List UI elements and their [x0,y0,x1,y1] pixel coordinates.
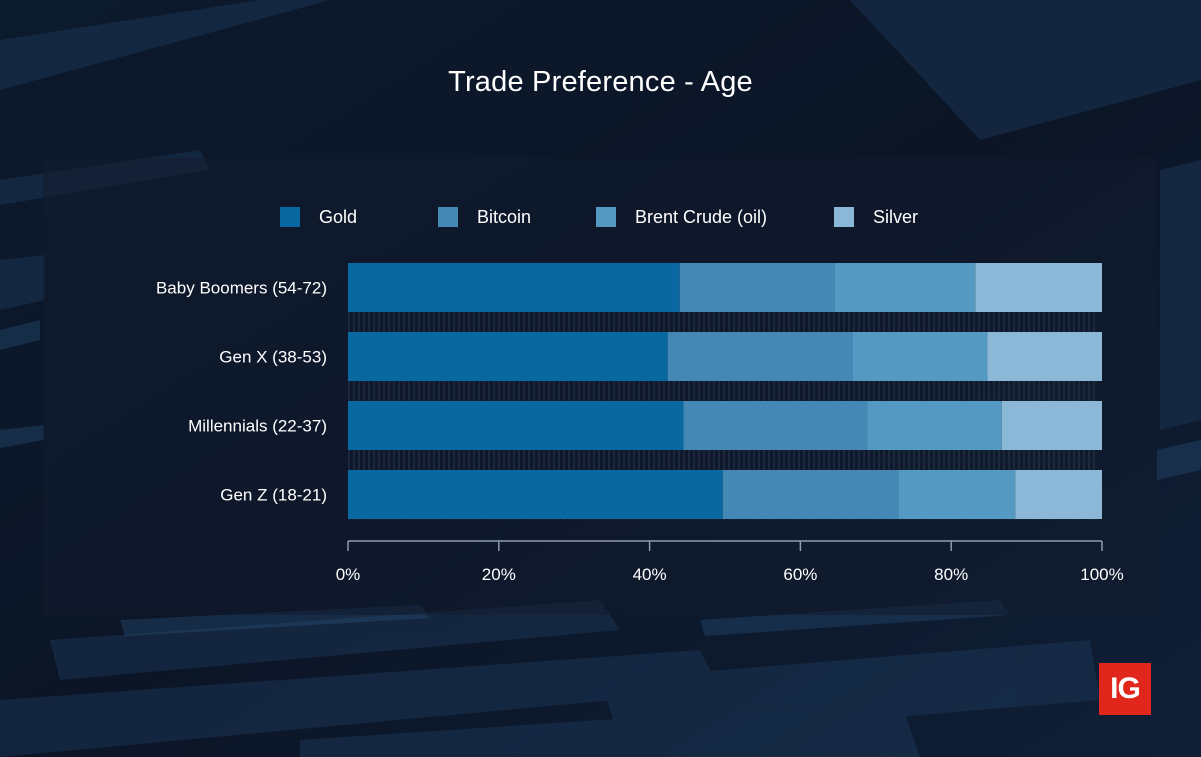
bar-baby-boomers-54-72-silver [975,263,1102,312]
bar-baby-boomers-54-72-bitcoin [679,263,835,312]
legend-swatch-gold [280,207,300,227]
legend-label-gold: Gold [319,206,358,227]
legend-item-bitcoin: Bitcoin [438,205,531,229]
bar-millennials-22-37-gold [348,401,684,450]
category-labels: Baby Boomers (54-72) Gen X (38-53) Millenn… [156,279,327,505]
legend-item-gold: Gold [280,205,357,229]
x-tick-label: 40% [633,565,667,584]
x-tick-label: 60% [783,565,817,584]
chart-title: Trade Preference - Age [448,66,753,98]
x-tick-label: 0% [336,565,361,584]
legend-swatch-bitcoin [438,207,458,227]
bar-millennials-22-37-bitcoin [683,401,868,450]
ig-logo: IG [1099,663,1151,715]
category-label-gen-x-38-53: Gen X (38-53) [219,348,327,367]
legend-label-brent-crude: Brent Crude (oil) [635,206,768,227]
chart-panel [43,158,1157,615]
x-axis: 0% 20% 40% 60% 80% 100% [336,540,1124,584]
bar-gen-z-18-21-brent-crude-oil [898,470,1016,519]
legend-item-silver: Silver [834,205,918,229]
category-label-baby-boomers-54-72: Baby Boomers (54-72) [156,279,327,298]
legend-swatch-silver [834,207,854,227]
bar-millennials-22-37-brent-crude-oil [867,401,1002,450]
legend-swatch-brent-crude [596,207,616,227]
chart-legend: Gold Bitcoin Brent Crude (oil) Silver [280,205,980,231]
ig-logo-text: IG [1110,672,1141,705]
bar-gen-z-18-21-silver [1015,470,1102,519]
legend-item-brent-crude: Brent Crude (oil) [596,205,767,229]
legend-label-bitcoin: Bitcoin [477,206,532,227]
bars [348,263,1102,519]
category-label-millennials-22-37: Millennials (22-37) [188,417,327,436]
bar-baby-boomers-54-72-brent-crude-oil [834,263,976,312]
bar-gen-x-38-53-brent-crude-oil [852,332,988,381]
bar-millennials-22-37-silver [1001,401,1102,450]
bar-gen-z-18-21-gold [348,470,723,519]
x-tick-label: 100% [1080,565,1123,584]
bar-baby-boomers-54-72-gold [348,263,680,312]
bar-gen-x-38-53-bitcoin [667,332,853,381]
x-tick-label: 20% [482,565,516,584]
bar-gen-z-18-21-bitcoin [722,470,899,519]
category-label-gen-z-18-21: Gen Z (18-21) [220,486,327,505]
x-tick-label: 80% [934,565,968,584]
bar-gen-x-38-53-gold [348,332,668,381]
bar-gen-x-38-53-silver [987,332,1102,381]
legend-label-silver: Silver [873,206,919,227]
